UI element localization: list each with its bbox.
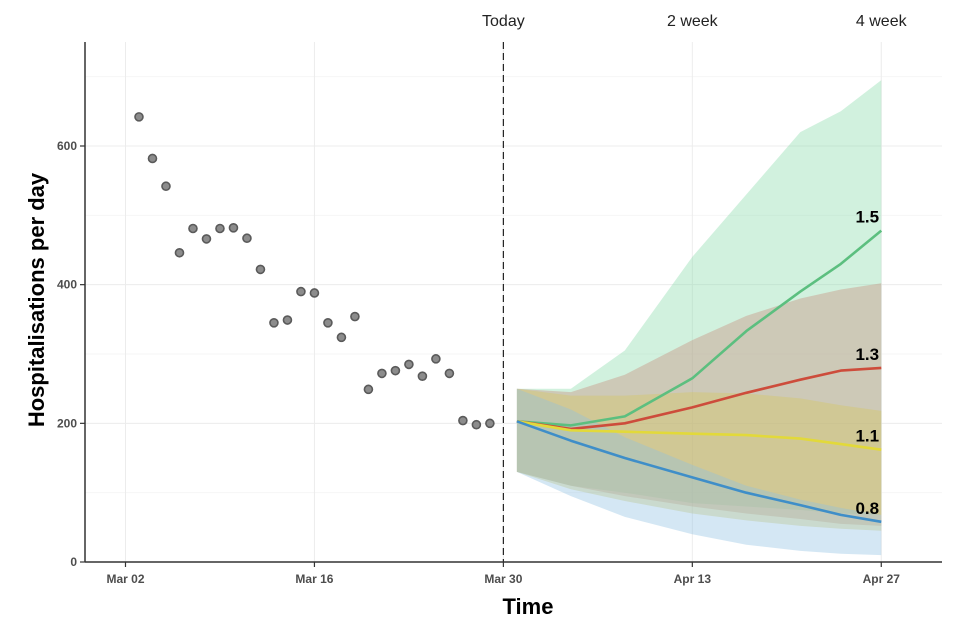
- end-label-r-0.8: 0.8: [855, 499, 879, 518]
- top-label-today: Today: [482, 13, 525, 30]
- gridlines: [85, 42, 942, 563]
- observed-point: [296, 286, 306, 297]
- x-tick-label: Mar 02: [106, 572, 144, 586]
- observed-point: [201, 234, 212, 244]
- observed-point: [242, 233, 252, 244]
- observed-point: [188, 223, 198, 234]
- observed-point: [458, 415, 468, 426]
- labels: Time Hospitalisations per day 0 200 400 600…: [24, 13, 908, 619]
- line-r-0.8: [516, 420, 882, 524]
- observed-point: [161, 181, 171, 192]
- x-tick-label: Apr 13: [674, 572, 712, 586]
- observed-point: [350, 311, 360, 322]
- observed-point: [255, 264, 266, 275]
- observed-point: [228, 223, 239, 233]
- axes: [80, 42, 942, 567]
- observed-point: [323, 317, 333, 328]
- observed-point: [147, 153, 158, 164]
- observed-point: [404, 359, 414, 370]
- x-tick-label: Apr 27: [863, 572, 901, 586]
- top-label-4-week: 4 week: [856, 13, 908, 30]
- top-label-2-week: 2 week: [667, 13, 719, 30]
- observed-point: [431, 354, 441, 364]
- end-label-r-1.1: 1.1: [855, 427, 879, 446]
- end-label-r-1.5: 1.5: [855, 208, 879, 227]
- observed-point: [444, 368, 455, 379]
- observed-point: [174, 247, 185, 258]
- observed-point: [363, 384, 374, 395]
- observed-point: [471, 419, 482, 430]
- observed-point: [215, 223, 225, 234]
- y-tick-label: 400: [57, 278, 77, 292]
- observed-point: [269, 317, 279, 328]
- line-r-1.5: [516, 229, 883, 427]
- observed-point: [282, 315, 293, 325]
- projection-lines: [516, 229, 883, 524]
- y-tick-label: 200: [57, 416, 77, 430]
- x-tick-label: Mar 16: [295, 572, 333, 586]
- line-r-1.1: [516, 420, 882, 451]
- observed-point: [309, 288, 320, 298]
- observed-point: [485, 418, 495, 429]
- x-axis-title: Time: [503, 594, 554, 619]
- observed-points: [134, 112, 495, 430]
- observed-point: [134, 112, 144, 122]
- line-r-1.3: [516, 366, 882, 431]
- observed-point: [417, 371, 428, 381]
- confidence-bands: [516, 80, 882, 556]
- y-axis-title: Hospitalisations per day: [24, 172, 49, 427]
- y-tick-label: 600: [57, 139, 77, 153]
- observed-point: [336, 332, 347, 343]
- observed-point: [377, 368, 387, 379]
- band-r-1.5: [516, 80, 882, 515]
- end-label-r-1.3: 1.3: [855, 345, 879, 364]
- y-tick-label: 0: [70, 555, 77, 569]
- observed-point: [390, 365, 401, 376]
- x-tick-label: Mar 30: [484, 572, 522, 586]
